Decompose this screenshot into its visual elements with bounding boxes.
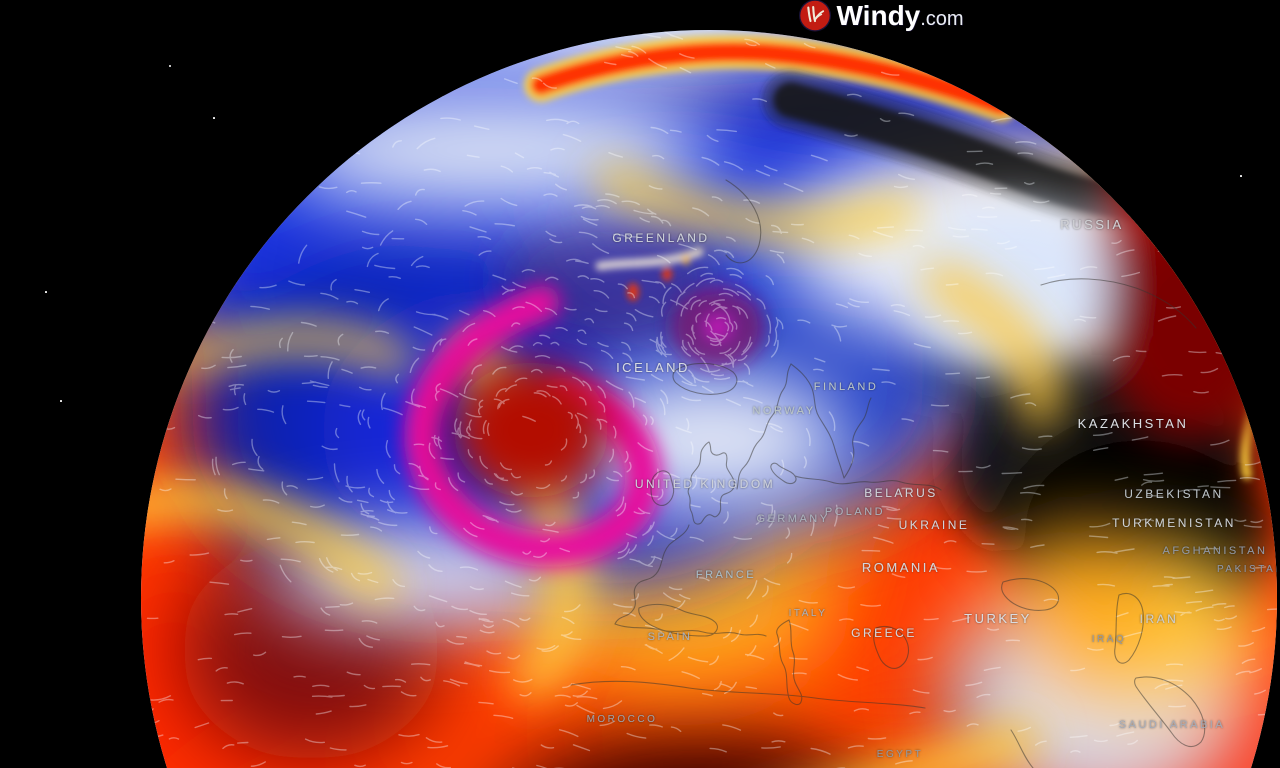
svg-text:FRANCE: FRANCE	[696, 569, 756, 581]
svg-text:Windy.com: Windy.com	[837, 0, 964, 31]
svg-text:IRAQ: IRAQ	[1092, 634, 1126, 645]
svg-text:PAKISTAN: PAKISTAN	[1217, 564, 1277, 575]
svg-text:GERMANY: GERMANY	[756, 513, 829, 525]
svg-text:TURKEY: TURKEY	[964, 611, 1032, 626]
svg-text:SAUDI ARABIA: SAUDI ARABIA	[1119, 719, 1225, 731]
svg-text:GREENLAND: GREENLAND	[612, 231, 709, 245]
svg-text:ROMANIA: ROMANIA	[862, 560, 940, 575]
svg-text:BELARUS: BELARUS	[864, 486, 938, 500]
svg-text:UZBEKISTAN: UZBEKISTAN	[1124, 487, 1223, 501]
svg-text:TURKMENISTAN: TURKMENISTAN	[1112, 516, 1236, 530]
svg-text:EGYPT: EGYPT	[877, 749, 923, 760]
svg-text:UNITED KINGDOM: UNITED KINGDOM	[635, 477, 775, 491]
svg-text:UKRAINE: UKRAINE	[899, 518, 970, 532]
svg-text:KAZAKHSTAN: KAZAKHSTAN	[1078, 416, 1189, 431]
svg-text:ICELAND: ICELAND	[616, 360, 690, 375]
svg-text:RUSSIA: RUSSIA	[1060, 217, 1123, 232]
svg-text:MOROCCO: MOROCCO	[587, 714, 658, 725]
svg-text:AFGHANISTAN: AFGHANISTAN	[1163, 545, 1268, 557]
svg-text:IRAN: IRAN	[1140, 612, 1179, 626]
svg-text:NORWAY: NORWAY	[752, 405, 815, 417]
svg-text:POLAND: POLAND	[825, 506, 885, 518]
svg-text:FINLAND: FINLAND	[814, 381, 879, 393]
svg-text:ITALY: ITALY	[789, 608, 828, 619]
svg-text:SPAIN: SPAIN	[648, 631, 693, 643]
svg-text:GREECE: GREECE	[851, 626, 917, 640]
